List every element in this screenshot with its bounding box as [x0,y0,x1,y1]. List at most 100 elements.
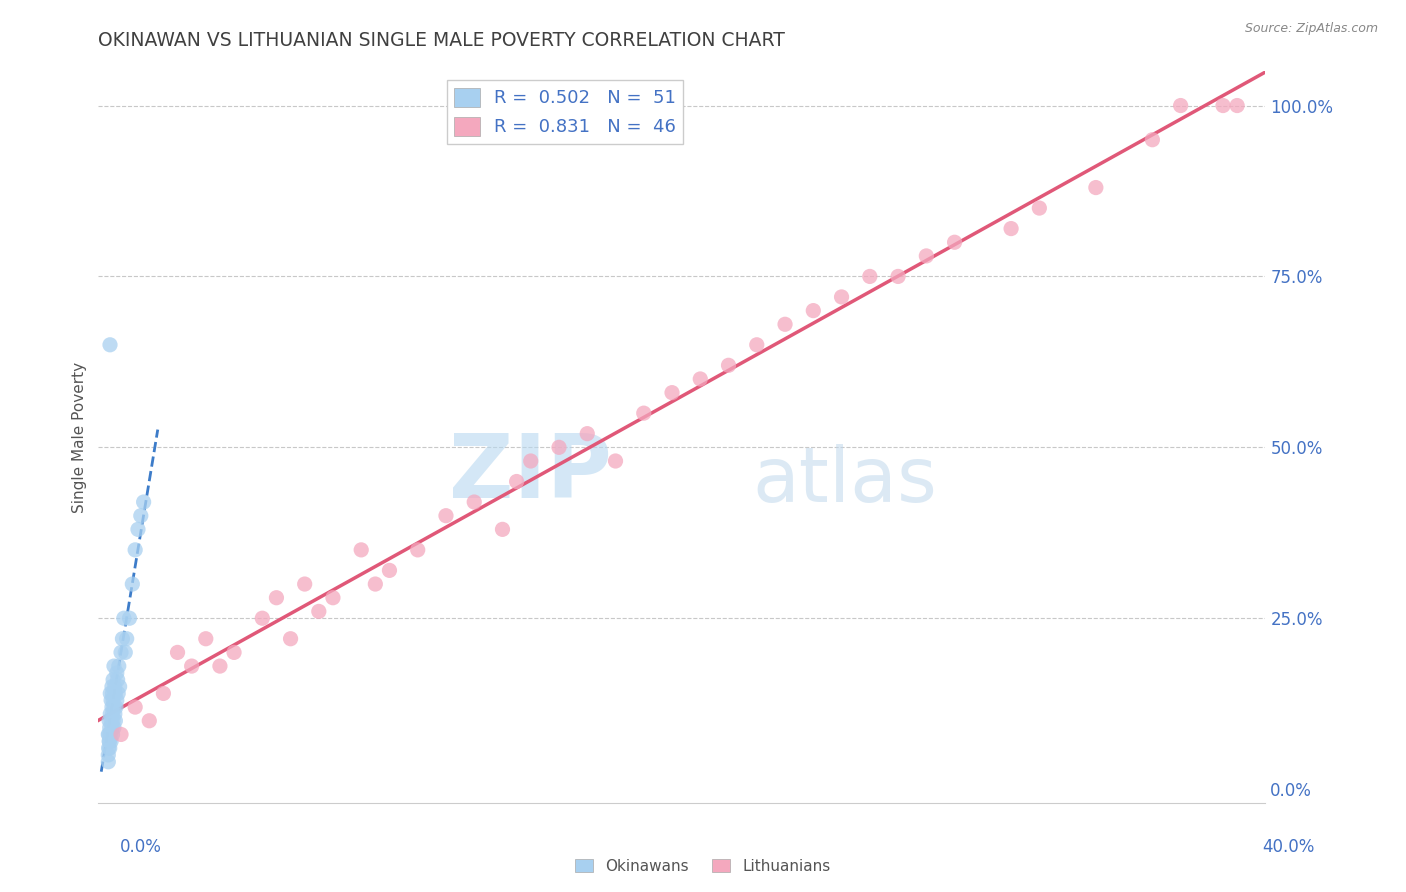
Point [97,741,120,756]
Point [661,385,683,400]
Point [97,747,120,762]
Point [104,706,127,721]
Point [801,303,824,318]
Point [104,680,127,694]
Point [115,632,138,646]
Text: OKINAWAN VS LITHUANIAN SINGLE MALE POVERTY CORRELATION CHART: OKINAWAN VS LITHUANIAN SINGLE MALE POVER… [98,31,786,50]
Point [121,577,143,591]
Point [101,680,124,694]
Point [107,659,129,673]
Point [107,673,129,687]
Point [110,645,132,659]
Point [101,673,124,687]
Point [101,686,124,700]
Point [180,659,202,673]
Point [124,700,146,714]
Legend: R =  0.502   N =  51, R =  0.831   N =  46: R = 0.502 N = 51, R = 0.831 N = 46 [447,80,683,144]
Point [1170,98,1192,112]
Point [100,693,122,707]
Point [108,680,131,694]
Point [519,454,541,468]
Point [887,269,910,284]
Point [294,577,316,591]
Point [101,693,124,707]
Point [633,406,655,420]
Point [98,734,121,748]
Point [111,632,134,646]
Point [98,721,121,735]
Point [98,338,121,352]
Point [773,318,796,332]
Point [118,611,141,625]
Point [491,522,513,536]
Point [97,727,120,741]
Point [943,235,966,250]
Point [124,542,146,557]
Point [104,686,127,700]
Point [859,269,882,284]
Point [104,714,127,728]
Point [100,734,122,748]
Point [138,714,160,728]
Point [98,714,121,728]
Point [101,700,124,714]
Point [831,290,853,304]
Point [101,721,124,735]
Point [103,700,125,714]
Point [222,645,245,659]
Text: 40.0%: 40.0% [1263,838,1315,856]
Point [322,591,344,605]
Point [266,591,288,605]
Point [308,604,330,618]
Point [505,475,527,489]
Point [605,454,627,468]
Point [101,714,124,728]
Point [745,338,768,352]
Point [152,686,174,700]
Point [100,714,122,728]
Point [1226,98,1249,112]
Point [98,727,121,741]
Point [1000,221,1022,235]
Point [129,508,152,523]
Text: ZIP: ZIP [449,430,612,517]
Point [105,693,128,707]
Point [252,611,274,625]
Point [915,249,938,263]
Point [97,755,120,769]
Text: atlas: atlas [752,444,936,518]
Point [280,632,302,646]
Point [434,508,457,523]
Point [194,632,217,646]
Point [689,372,711,386]
Point [717,359,740,373]
Point [364,577,387,591]
Point [112,611,135,625]
Point [1084,180,1107,194]
Point [98,741,121,756]
Point [132,495,155,509]
Point [548,440,571,454]
Point [97,727,120,741]
Point [98,706,121,721]
Point [463,495,485,509]
Point [105,665,128,680]
Text: 0.0%: 0.0% [120,838,162,856]
Point [101,727,124,741]
Point [127,522,149,536]
Point [110,727,132,741]
Point [103,659,125,673]
Point [576,426,599,441]
Point [103,721,125,735]
Point [1142,133,1164,147]
Point [104,700,127,714]
Point [406,542,429,557]
Point [107,686,129,700]
Legend: Okinawans, Lithuanians: Okinawans, Lithuanians [569,853,837,880]
Point [114,645,136,659]
Point [1028,201,1050,215]
Point [101,706,124,721]
Y-axis label: Single Male Poverty: Single Male Poverty [72,361,87,513]
Point [208,659,231,673]
Point [378,563,401,577]
